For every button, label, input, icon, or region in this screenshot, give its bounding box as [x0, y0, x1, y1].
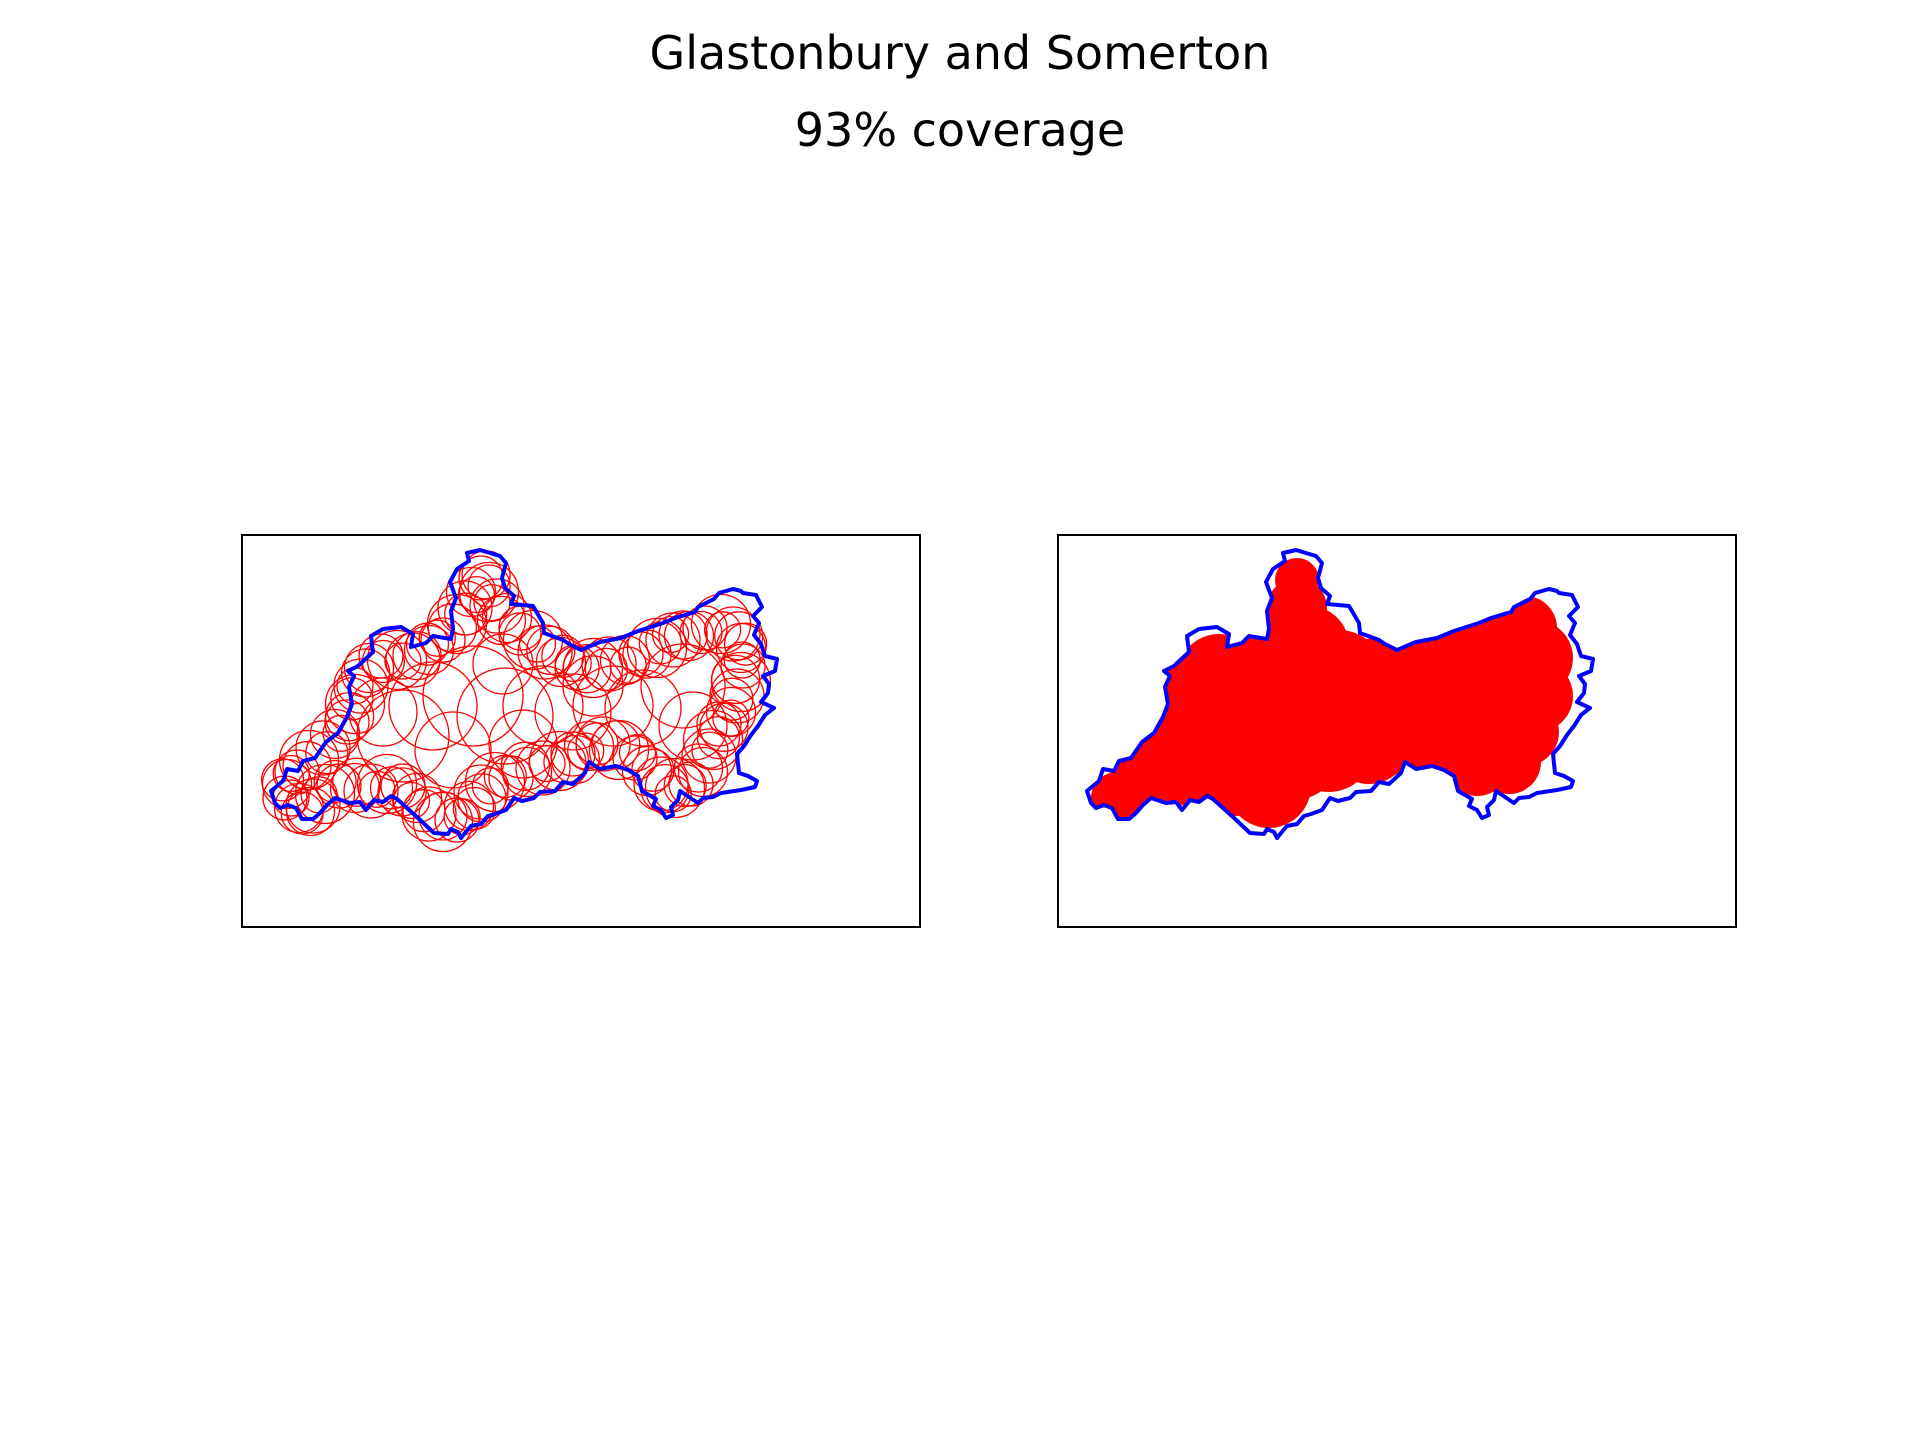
coverage-circle — [333, 658, 389, 714]
coverage-circle — [401, 786, 457, 842]
coverage-circles-plot — [260, 548, 779, 853]
coverage-circle — [658, 691, 728, 761]
coverage-circle — [645, 612, 701, 668]
coverage-circle — [361, 639, 406, 684]
coverage-circle — [644, 757, 706, 819]
coverage-circle — [604, 669, 682, 747]
coverage-circle — [384, 642, 422, 680]
coverage-circle — [696, 715, 741, 760]
coverage-fill-disc — [1385, 672, 1473, 760]
coverage-circle — [274, 749, 320, 795]
coverage-circle — [471, 767, 510, 805]
coverage-circle — [434, 797, 480, 843]
coverage-circle — [420, 617, 466, 663]
constituency-boundary — [1085, 548, 1595, 840]
coverage-circle — [464, 751, 526, 813]
coverage-circle — [626, 617, 688, 679]
figure-title: Glastonbury and Somerton — [649, 26, 1271, 80]
coverage-circle — [572, 665, 654, 747]
coverage-circle — [562, 644, 612, 694]
coverage-circle — [324, 699, 370, 745]
coverage-circle — [712, 699, 750, 737]
coverage-circle — [526, 625, 576, 676]
coverage-circle — [658, 610, 708, 660]
coverage-circle — [562, 655, 624, 717]
coverage-circle — [358, 770, 396, 808]
coverage-fill-disc — [1275, 558, 1319, 602]
coverage-circle — [554, 645, 600, 691]
coverage-fill-group — [1091, 558, 1573, 828]
coverage-circle — [640, 643, 726, 729]
coverage-circle — [305, 730, 349, 775]
coverage-circle — [518, 625, 557, 663]
coverage-circle — [710, 677, 754, 721]
coverage-union-plot — [1085, 548, 1595, 840]
coverage-fill-disc — [1169, 696, 1249, 776]
coverage-circle — [343, 763, 399, 819]
coverage-circle — [515, 740, 571, 796]
coverage-circle — [418, 619, 456, 657]
coverage-circle — [618, 733, 657, 772]
coverage-circle — [703, 611, 742, 649]
coverage-circle — [260, 758, 305, 802]
coverage-circle — [483, 754, 527, 798]
coverage-circle — [388, 661, 478, 751]
coverage-circle — [295, 720, 351, 776]
coverage-circle — [405, 622, 450, 666]
figure-subtitle: 93% coverage — [794, 103, 1126, 157]
coverage-circle — [456, 667, 554, 765]
coverage-circle — [452, 786, 497, 831]
coverage-fill-disc — [1233, 646, 1313, 726]
coverage-circle — [699, 702, 749, 752]
coverage-circle — [691, 731, 729, 769]
coverage-circle — [343, 642, 395, 694]
coverage-circle — [356, 753, 418, 815]
coverage-circle — [472, 633, 534, 695]
coverage-circle — [710, 654, 761, 705]
constituency-boundary — [269, 548, 779, 840]
coverage-circle — [705, 606, 761, 662]
coverage-circle — [682, 709, 744, 771]
panel-coverage-circles — [241, 534, 921, 928]
panel-coverage-union — [1057, 534, 1737, 928]
coverage-circle — [285, 786, 336, 837]
coverage-circle — [392, 781, 431, 820]
coverage-circle — [414, 711, 492, 789]
coverage-circle — [502, 665, 584, 747]
coverage-circle — [445, 566, 497, 618]
coverage-circle — [356, 689, 450, 783]
coverage-circle — [723, 622, 768, 666]
coverage-circle — [663, 763, 707, 808]
coverage-circle — [282, 741, 332, 791]
coverage-circle — [444, 592, 488, 636]
coverage-circle — [422, 645, 524, 747]
coverage-circle — [679, 610, 723, 655]
coverage-circle — [476, 595, 527, 646]
coverage-circle — [714, 611, 764, 661]
coverage-circle — [584, 647, 629, 692]
coverage-circle — [392, 630, 442, 681]
coverage-circle — [488, 709, 558, 779]
coverage-circle-group — [260, 550, 772, 853]
coverage-circle — [316, 763, 362, 809]
coverage-circle — [541, 634, 585, 678]
